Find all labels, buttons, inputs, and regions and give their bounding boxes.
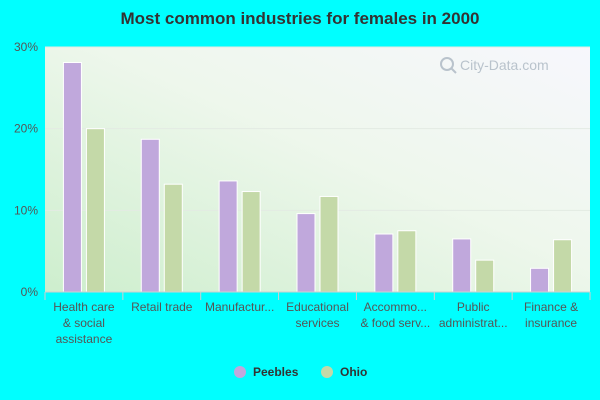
bar-peebles [452,238,472,293]
bar-ohio [241,191,261,293]
x-tick-label: Retail trade [131,300,193,314]
legend-swatch-ohio [321,366,333,378]
y-tick-label: 30% [14,40,38,54]
bar-peebles [296,213,316,293]
bar-peebles [530,267,550,293]
x-tick-label: Finance & insurance [524,300,578,330]
bar-peebles [374,233,394,293]
bar-peebles [62,62,82,293]
bar-peebles [140,138,160,293]
legend-label-ohio: Ohio [340,365,367,379]
bar-ohio [163,183,183,293]
watermark: City-Data.com [440,57,549,74]
bar-peebles [218,180,238,293]
x-tick-label: Accommo... & food serv... [360,300,430,330]
x-tick-label: Public administrat... [439,300,508,330]
plot-area [45,47,590,292]
bar-ohio [319,195,339,293]
bar-ohio [553,239,573,293]
y-tick-label: 0% [21,285,39,299]
watermark-text: City-Data.com [460,57,549,73]
x-tick-label: Manufactur... [205,300,274,314]
x-tick-label: Health care & social assistance [53,300,115,346]
chart-title: Most common industries for females in 20… [121,9,480,28]
y-tick-label: 20% [14,122,38,136]
x-tick-label: Educational services [286,300,349,330]
legend-label-peebles: Peebles [253,365,299,379]
bar-ohio [397,230,417,293]
search-icon [440,57,457,74]
legend-swatch-peebles [234,366,246,378]
y-tick-label: 10% [14,203,38,217]
bar-ohio [475,259,495,293]
bar-ohio [85,128,105,293]
